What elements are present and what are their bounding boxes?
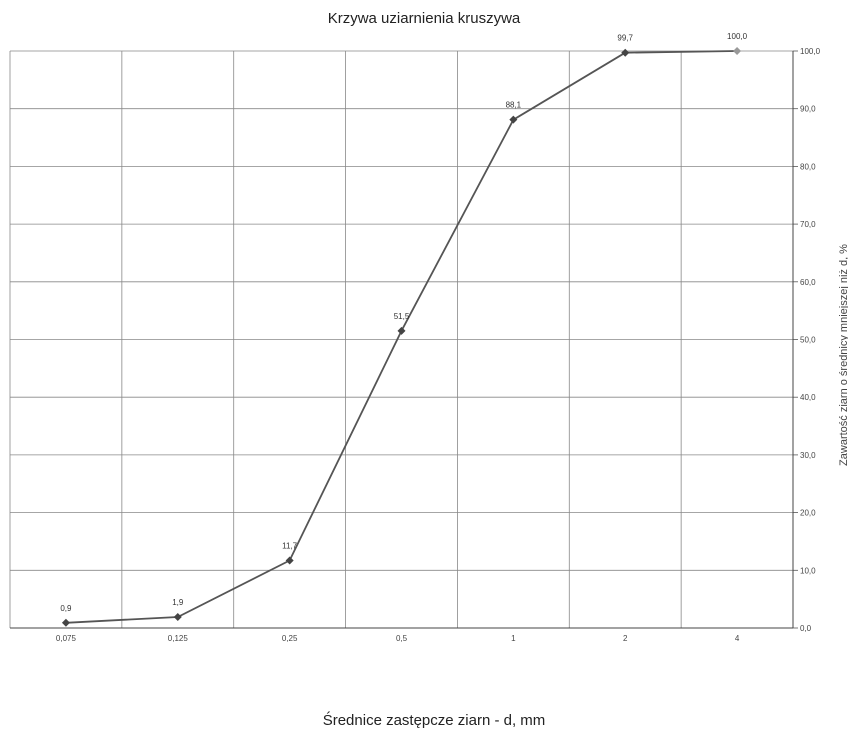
data-point-marker bbox=[173, 613, 182, 622]
data-labels: 0,9 1,9 11,7 51,5 88,1 99,7 100,0 bbox=[60, 32, 747, 613]
y-tick-label: 80,0 bbox=[800, 162, 816, 171]
y-tick-label: 90,0 bbox=[800, 105, 816, 114]
y-tick-label: 40,0 bbox=[800, 393, 816, 402]
y-tick-label: 50,0 bbox=[800, 336, 816, 345]
x-tick-labels: 0,075 0,125 0,25 0,5 1 2 4 bbox=[56, 634, 740, 643]
grid-lines bbox=[9, 50, 794, 629]
data-point-marker bbox=[733, 47, 742, 55]
x-tick-label: 0,125 bbox=[168, 634, 189, 643]
y-tick-label: 20,0 bbox=[800, 509, 816, 518]
axes bbox=[10, 50, 798, 629]
y-tick-labels: 0,0 10,0 20,0 30,0 40,0 50,0 60,0 70,0 80,0 90,0 1… bbox=[800, 47, 821, 633]
data-label: 100,0 bbox=[727, 32, 748, 41]
data-label: 51,5 bbox=[394, 312, 410, 321]
x-tick-label: 0,5 bbox=[396, 634, 408, 643]
series-markers bbox=[61, 47, 742, 627]
data-label: 99,7 bbox=[617, 34, 633, 43]
y-tick-label: 70,0 bbox=[800, 220, 816, 229]
y-tick-label: 30,0 bbox=[800, 451, 816, 460]
data-label: 11,7 bbox=[282, 541, 298, 550]
y-tick-label: 60,0 bbox=[800, 278, 816, 287]
data-label: 0,9 bbox=[60, 604, 72, 613]
y-axis-title: Zawartość ziarn o średnicy mniejszej niż… bbox=[838, 244, 848, 466]
x-axis-title: Średnice zastępcze ziarn - d, mm bbox=[322, 712, 546, 729]
x-tick-label: 2 bbox=[623, 634, 628, 643]
data-point-marker bbox=[509, 115, 518, 124]
data-point-marker bbox=[61, 618, 70, 627]
y-tick-label: 10,0 bbox=[800, 566, 816, 575]
data-point-marker bbox=[621, 48, 630, 57]
x-tick-label: 0,25 bbox=[282, 634, 298, 643]
data-point-marker bbox=[397, 326, 406, 335]
y-tick-label: 0,0 bbox=[800, 624, 812, 633]
data-label: 1,9 bbox=[172, 598, 184, 607]
x-tick-label: 1 bbox=[511, 634, 516, 643]
grading-curve-line bbox=[65, 50, 738, 624]
y-tick-label: 100,0 bbox=[800, 47, 821, 56]
chart-title: Krzywa uziarnienia kruszywa bbox=[327, 10, 521, 27]
x-tick-label: 4 bbox=[735, 634, 740, 643]
data-point-marker bbox=[285, 556, 294, 565]
x-tick-label: 0,075 bbox=[56, 634, 77, 643]
data-label: 88,1 bbox=[506, 101, 522, 110]
series-line bbox=[65, 50, 738, 624]
